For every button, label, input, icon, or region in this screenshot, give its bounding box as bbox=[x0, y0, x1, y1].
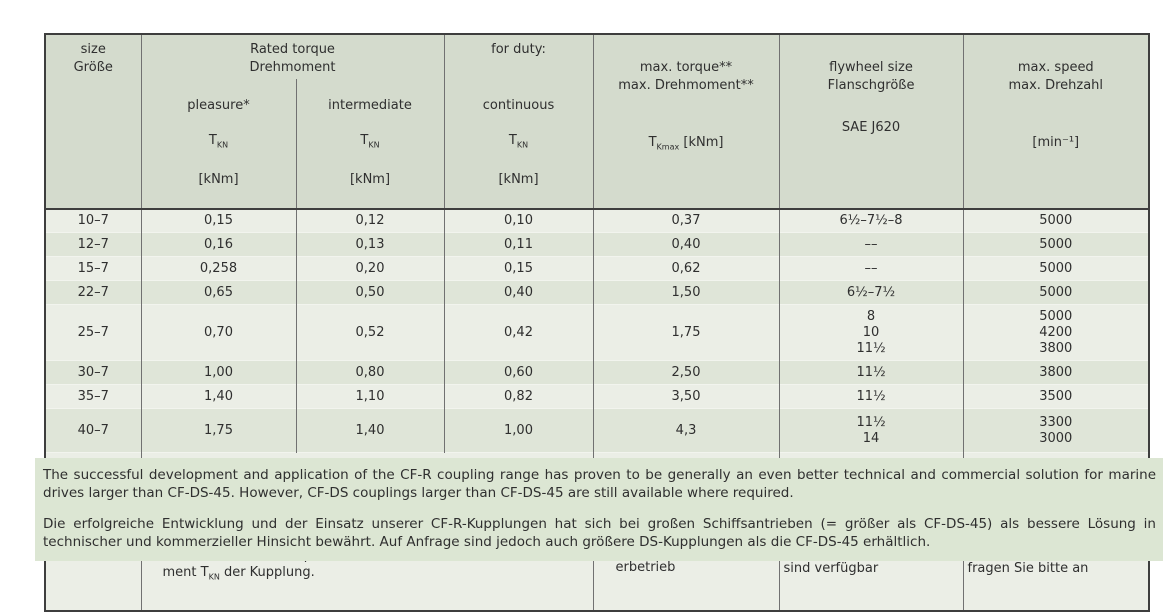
cell-max-torque: 0,37 bbox=[592, 207, 780, 233]
cell-pleasure: 0,258 bbox=[140, 256, 296, 281]
cell-continuous: 0,40 bbox=[443, 280, 594, 305]
cell-continuous: 0,82 bbox=[443, 384, 594, 409]
header-for-duty: for duty: bbox=[443, 34, 594, 79]
cell-max-speed: 3500 bbox=[962, 384, 1150, 409]
header-pleasure-symbol: TKN bbox=[208, 133, 229, 150]
cell-intermediate: 0,20 bbox=[295, 256, 445, 281]
cell-intermediate: 0,13 bbox=[295, 232, 445, 257]
cell-max-torque: 3,50 bbox=[592, 384, 780, 409]
cell-pleasure: 1,75 bbox=[140, 408, 296, 453]
cell-size: 40–7 bbox=[44, 408, 141, 453]
table-row: 40–7 1,75 1,40 1,00 4,3 11½ 14 3300 3000 bbox=[44, 408, 1150, 453]
cell-intermediate: 0,50 bbox=[295, 280, 445, 305]
cell-pleasure: 0,65 bbox=[140, 280, 296, 305]
header-pleasure: pleasure* TKN [kNm] bbox=[140, 79, 296, 209]
table-row: 30–7 1,00 0,80 0,60 2,50 11½ 3800 bbox=[44, 360, 1150, 385]
cell-size: 22–7 bbox=[44, 280, 141, 305]
header-max-speed: max. speed max. Drehzahl [min⁻¹] bbox=[962, 34, 1150, 209]
header-intermediate-unit: [kNm] bbox=[349, 171, 391, 187]
header-size: size Größe bbox=[44, 34, 141, 209]
note-paragraph-en: The successful development and applicati… bbox=[43, 467, 1156, 501]
cell-pleasure: 1,40 bbox=[140, 384, 296, 409]
header-rated-torque: Rated torque Drehmoment bbox=[140, 34, 445, 79]
cell-flywheel: 11½ bbox=[778, 360, 964, 385]
cell-intermediate: 0,12 bbox=[295, 207, 445, 233]
header-max-speed-title: max. speed max. Drehzahl bbox=[1008, 60, 1104, 93]
cell-max-torque: 0,40 bbox=[592, 232, 780, 257]
cell-pleasure: 0,16 bbox=[140, 232, 296, 257]
header-max-torque-symbol: TKmax [kNm] bbox=[648, 135, 724, 152]
cell-continuous: 1,00 bbox=[443, 408, 594, 453]
table-row: 22–7 0,65 0,50 0,40 1,50 6½–7½ 5000 bbox=[44, 280, 1150, 305]
table-row: 15–7 0,258 0,20 0,15 0,62 –– 5000 bbox=[44, 256, 1150, 281]
cell-flywheel: 11½ bbox=[778, 384, 964, 409]
cell-max-speed: 5000 4200 3800 bbox=[962, 304, 1150, 361]
cell-pleasure: 1,00 bbox=[140, 360, 296, 385]
cell-max-speed: 5000 bbox=[962, 280, 1150, 305]
cell-intermediate: 0,52 bbox=[295, 304, 445, 361]
header-row-sub: pleasure* TKN [kNm] intermediate TKN [kN… bbox=[45, 79, 1149, 209]
table-row: 10–7 0,15 0,12 0,10 0,37 6½–7½–8 5000 bbox=[44, 207, 1150, 233]
cell-size: 30–7 bbox=[44, 360, 141, 385]
cell-flywheel: –– bbox=[778, 232, 964, 257]
cell-continuous: 0,15 bbox=[443, 256, 594, 281]
header-continuous: continuous TKN [kNm] bbox=[443, 79, 594, 209]
cell-size: 35–7 bbox=[44, 384, 141, 409]
cell-flywheel: –– bbox=[778, 256, 964, 281]
cell-intermediate: 1,10 bbox=[295, 384, 445, 409]
header-flywheel-title: flywheel size Flanschgröße bbox=[827, 60, 915, 93]
table-row: 12–7 0,16 0,13 0,11 0,40 –– 5000 bbox=[44, 232, 1150, 257]
cell-max-speed: 3800 bbox=[962, 360, 1150, 385]
cell-flywheel: 6½–7½ bbox=[778, 280, 964, 305]
cell-flywheel: 11½ 14 bbox=[778, 408, 964, 453]
header-row-top: size Größe Rated torque Drehmoment for d… bbox=[44, 34, 1150, 209]
header-intermediate-symbol: TKN bbox=[360, 133, 380, 150]
table-row: 25–7 0,70 0,52 0,42 1,75 8 10 11½ 5000 4… bbox=[44, 304, 1150, 361]
notes-block: The successful development and applicati… bbox=[35, 458, 1163, 561]
cell-continuous: 0,11 bbox=[443, 232, 594, 257]
header-continuous-unit: [kNm] bbox=[498, 171, 539, 187]
cell-max-torque: 1,50 bbox=[592, 280, 780, 305]
header-max-torque-title: max. torque** max. Drehmoment** bbox=[618, 60, 754, 93]
cell-max-torque: 1,75 bbox=[592, 304, 780, 361]
header-max-torque: max. torque** max. Drehmoment** TKmax [k… bbox=[592, 34, 780, 209]
cell-intermediate: 1,40 bbox=[295, 408, 445, 453]
cell-max-torque: 4,3 bbox=[592, 408, 780, 453]
cell-intermediate: 0,80 bbox=[295, 360, 445, 385]
cell-max-speed: 3300 3000 bbox=[962, 408, 1150, 453]
header-pleasure-unit: [kNm] bbox=[198, 171, 239, 187]
datasheet-page: size Größe Rated torque Drehmoment for d… bbox=[35, 33, 1163, 612]
cell-max-speed: 5000 bbox=[962, 207, 1150, 233]
note-paragraph-de: Die erfolgreiche Entwicklung und der Ein… bbox=[43, 516, 1156, 550]
header-continuous-label: continuous bbox=[482, 98, 555, 113]
header-continuous-symbol: TKN bbox=[508, 133, 529, 150]
cell-continuous: 0,10 bbox=[443, 207, 594, 233]
cell-max-torque: 2,50 bbox=[592, 360, 780, 385]
cell-flywheel: 6½–7½–8 bbox=[778, 207, 964, 233]
table-row: 35–7 1,40 1,10 0,82 3,50 11½ 3500 bbox=[44, 384, 1150, 409]
cell-max-torque: 0,62 bbox=[592, 256, 780, 281]
header-max-speed-unit: [min⁻¹] bbox=[1032, 135, 1080, 150]
cell-max-speed: 5000 bbox=[962, 232, 1150, 257]
cell-size: 25–7 bbox=[44, 304, 141, 361]
header-pleasure-label: pleasure* bbox=[187, 98, 250, 113]
cell-flywheel: 8 10 11½ bbox=[778, 304, 964, 361]
header-flywheel: flywheel size Flanschgröße SAE J620 bbox=[778, 34, 964, 209]
table-header: size Größe Rated torque Drehmoment for d… bbox=[44, 34, 1150, 209]
header-flywheel-standard: SAE J620 bbox=[841, 120, 901, 135]
header-intermediate: intermediate TKN [kNm] bbox=[295, 79, 445, 209]
cell-pleasure: 0,70 bbox=[140, 304, 296, 361]
cell-pleasure: 0,15 bbox=[140, 207, 296, 233]
cell-size: 10–7 bbox=[44, 207, 141, 233]
cell-continuous: 0,60 bbox=[443, 360, 594, 385]
cell-max-speed: 5000 bbox=[962, 256, 1150, 281]
cell-continuous: 0,42 bbox=[443, 304, 594, 361]
header-intermediate-label: intermediate bbox=[328, 98, 412, 113]
cell-size: 12–7 bbox=[44, 232, 141, 257]
cell-size: 15–7 bbox=[44, 256, 141, 281]
